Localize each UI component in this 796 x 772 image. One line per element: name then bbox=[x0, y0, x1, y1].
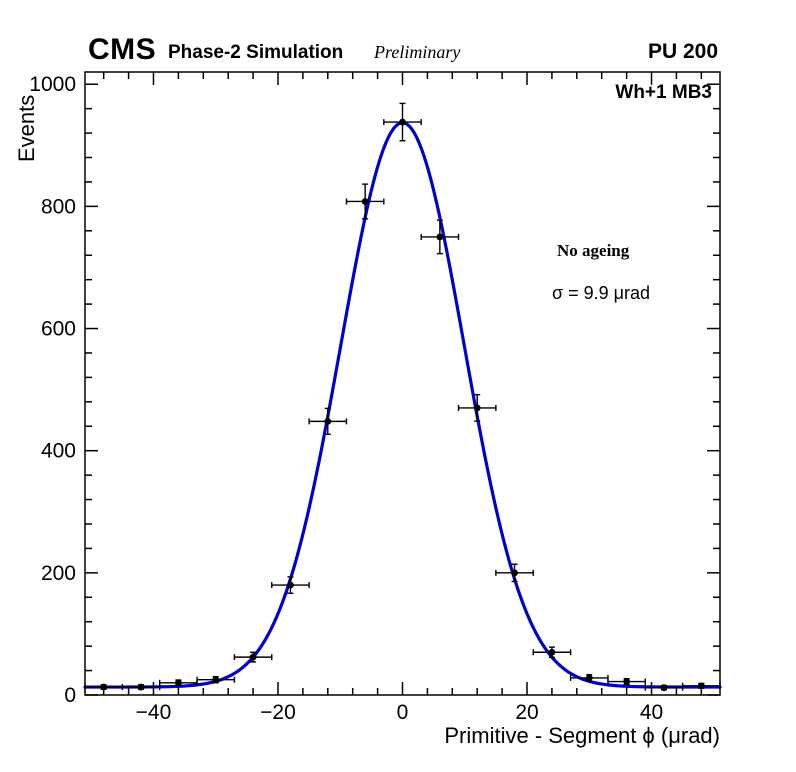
svg-text:1000: 1000 bbox=[29, 73, 76, 96]
svg-text:20: 20 bbox=[515, 701, 538, 724]
svg-text:−40: −40 bbox=[136, 701, 172, 724]
svg-text:600: 600 bbox=[41, 318, 76, 341]
preliminary-label: Preliminary bbox=[374, 42, 461, 62]
svg-text:0: 0 bbox=[397, 701, 409, 724]
chamber-label: Wh+1 MB3 bbox=[615, 82, 712, 103]
svg-text:400: 400 bbox=[41, 440, 76, 463]
svg-text:800: 800 bbox=[41, 195, 76, 218]
phase2-label: Phase-2 Simulation bbox=[168, 42, 344, 63]
cms-logo-text: CMS bbox=[88, 33, 157, 66]
svg-text:200: 200 bbox=[41, 562, 76, 585]
svg-text:40: 40 bbox=[640, 701, 663, 724]
svg-text:0: 0 bbox=[64, 684, 76, 707]
ageing-label: No ageing bbox=[557, 241, 630, 260]
svg-text:Events: Events bbox=[14, 95, 39, 162]
svg-text:−20: −20 bbox=[260, 701, 296, 724]
sigma-value-label: σ = 9.9 μrad bbox=[552, 283, 651, 303]
pileup-label: PU 200 bbox=[647, 40, 718, 63]
svg-text:Primitive - Segment ϕ (μrad): Primitive - Segment ϕ (μrad) bbox=[444, 723, 720, 748]
